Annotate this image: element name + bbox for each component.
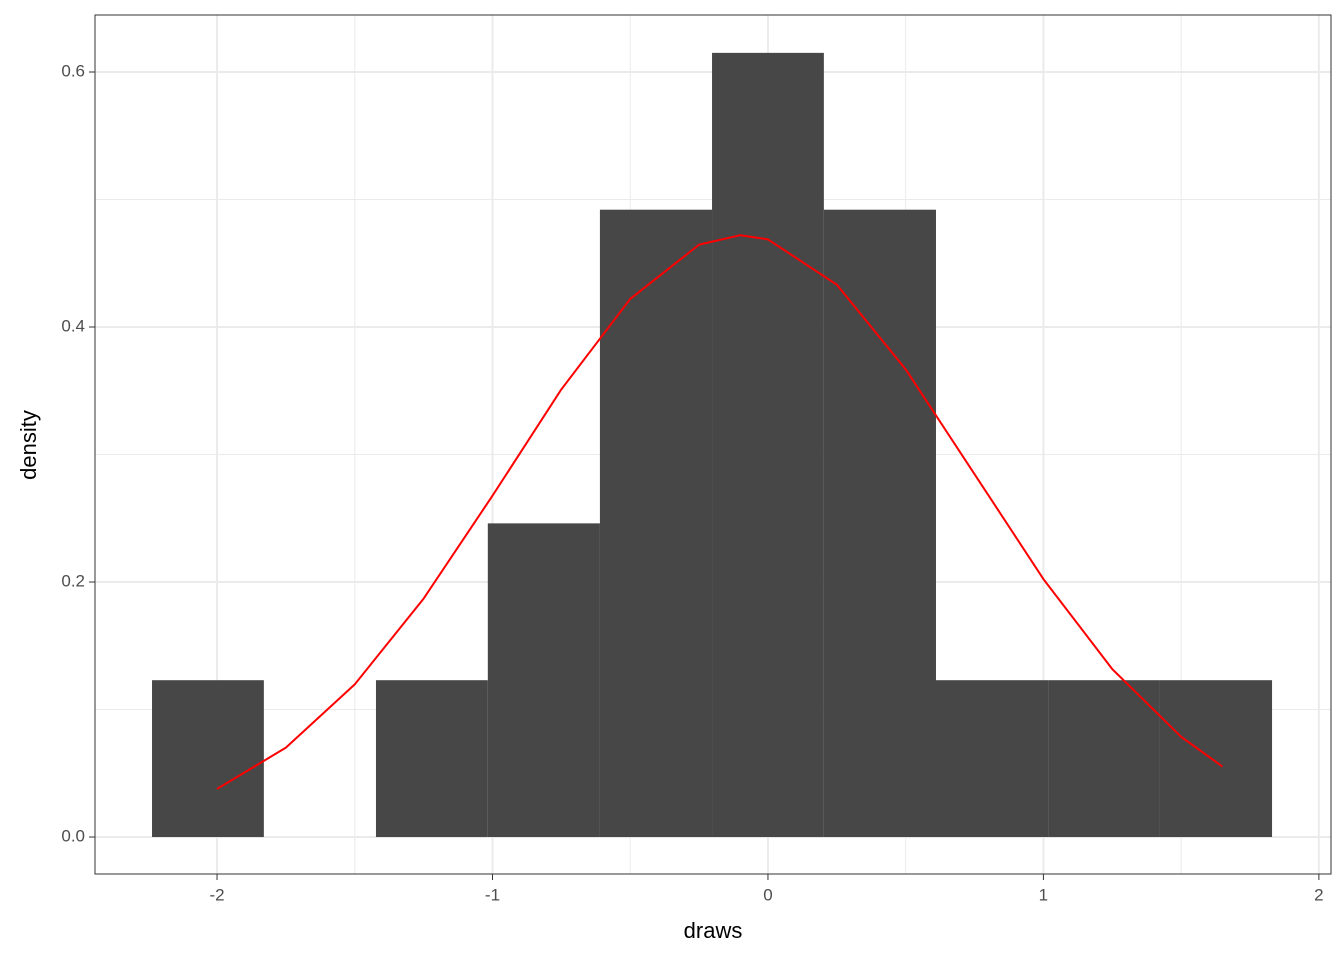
bar: [1159, 680, 1273, 838]
x-tick-label: 1: [1039, 885, 1048, 904]
plot-border: [94, 14, 1332, 875]
x-tick-label: 2: [1314, 885, 1323, 904]
y-tick-label: 0.0: [61, 827, 85, 846]
density-curve: [216, 234, 1224, 790]
y-axis-title: density: [16, 410, 41, 480]
bar: [487, 523, 600, 838]
bar: [823, 209, 936, 838]
bar: [712, 52, 824, 838]
bar: [599, 209, 713, 838]
x-tick-label: 0: [763, 885, 772, 904]
y-tick-label: 0.6: [61, 61, 85, 80]
y-tick-label: 0.4: [61, 316, 85, 335]
x-axis-title: draws: [684, 918, 743, 943]
x-tick-label: -1: [485, 885, 500, 904]
bar: [935, 680, 1049, 838]
bar: [152, 680, 264, 838]
bar: [1048, 680, 1160, 838]
bar: [375, 680, 488, 838]
x-tick-label: -2: [209, 885, 224, 904]
y-tick-label: 0.2: [61, 571, 85, 590]
